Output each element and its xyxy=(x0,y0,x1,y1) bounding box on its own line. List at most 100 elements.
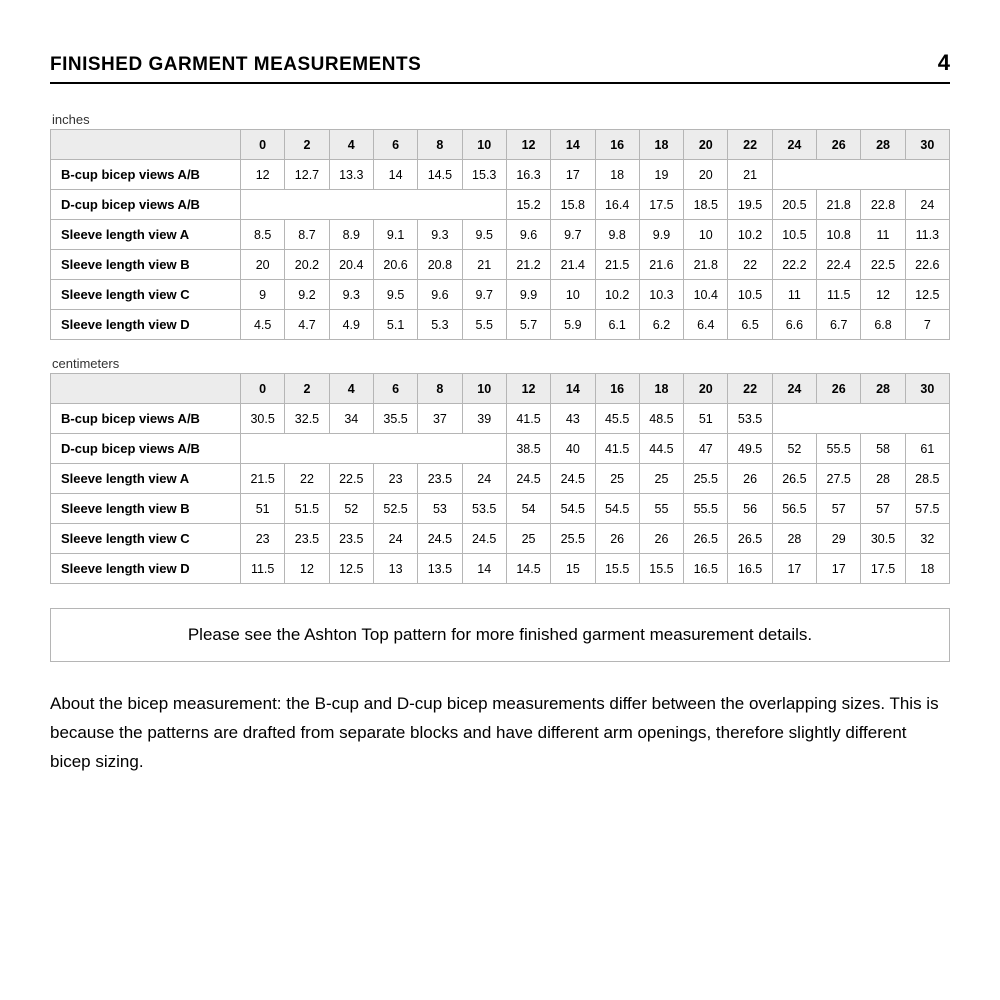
value-cell: 21.5 xyxy=(241,464,285,494)
value-cell: 19.5 xyxy=(728,190,772,220)
value-cell: 11.3 xyxy=(905,220,949,250)
value-cell: 13 xyxy=(373,554,417,584)
value-cell: 9.9 xyxy=(506,280,550,310)
size-header: 18 xyxy=(639,374,683,404)
value-cell: 9.7 xyxy=(551,220,595,250)
value-cell: 9.5 xyxy=(373,280,417,310)
size-header: 24 xyxy=(772,374,816,404)
value-cell: 51.5 xyxy=(285,494,329,524)
value-cell: 21.8 xyxy=(684,250,728,280)
value-cell: 12 xyxy=(241,160,285,190)
value-cell: 23.5 xyxy=(329,524,373,554)
size-header: 0 xyxy=(241,130,285,160)
value-cell: 22.6 xyxy=(905,250,949,280)
value-cell: 28.5 xyxy=(905,464,949,494)
value-cell: 15.5 xyxy=(639,554,683,584)
value-cell: 20.4 xyxy=(329,250,373,280)
size-header: 2 xyxy=(285,374,329,404)
value-cell: 52.5 xyxy=(373,494,417,524)
value-cell: 14 xyxy=(462,554,506,584)
value-cell: 9.2 xyxy=(285,280,329,310)
value-cell: 9.3 xyxy=(418,220,462,250)
row-label: Sleeve length view A xyxy=(51,220,241,250)
body-text: About the bicep measurement: the B-cup a… xyxy=(50,690,950,777)
size-header: 6 xyxy=(373,130,417,160)
value-cell: 22 xyxy=(728,250,772,280)
value-cell: 9.1 xyxy=(373,220,417,250)
value-cell: 9.7 xyxy=(462,280,506,310)
value-cell: 5.3 xyxy=(418,310,462,340)
value-cell: 52 xyxy=(329,494,373,524)
value-cell: 54 xyxy=(506,494,550,524)
value-cell: 11 xyxy=(772,280,816,310)
value-cell: 8.7 xyxy=(285,220,329,250)
empty-cell xyxy=(241,190,507,220)
value-cell: 56 xyxy=(728,494,772,524)
value-cell: 10.3 xyxy=(639,280,683,310)
value-cell: 58 xyxy=(861,434,905,464)
row-label: Sleeve length view D xyxy=(51,310,241,340)
value-cell: 9.6 xyxy=(418,280,462,310)
value-cell: 20.6 xyxy=(373,250,417,280)
table-row: Sleeve length view C2323.523.52424.524.5… xyxy=(51,524,950,554)
value-cell: 8.5 xyxy=(241,220,285,250)
size-header: 0 xyxy=(241,374,285,404)
value-cell: 55.5 xyxy=(684,494,728,524)
size-header: 12 xyxy=(506,130,550,160)
value-cell: 20.8 xyxy=(418,250,462,280)
value-cell: 11 xyxy=(861,220,905,250)
value-cell: 26 xyxy=(595,524,639,554)
size-header: 8 xyxy=(418,374,462,404)
size-header: 8 xyxy=(418,130,462,160)
value-cell: 23.5 xyxy=(418,464,462,494)
value-cell: 26 xyxy=(639,524,683,554)
size-header: 16 xyxy=(595,130,639,160)
size-header: 16 xyxy=(595,374,639,404)
value-cell: 48.5 xyxy=(639,404,683,434)
value-cell: 55 xyxy=(639,494,683,524)
value-cell: 16.5 xyxy=(684,554,728,584)
size-header: 6 xyxy=(373,374,417,404)
size-header: 20 xyxy=(684,374,728,404)
value-cell: 35.5 xyxy=(373,404,417,434)
value-cell: 21 xyxy=(728,160,772,190)
value-cell: 57 xyxy=(817,494,861,524)
value-cell: 18.5 xyxy=(684,190,728,220)
value-cell: 24.5 xyxy=(418,524,462,554)
value-cell: 12 xyxy=(861,280,905,310)
table-row: B-cup bicep views A/B30.532.53435.537394… xyxy=(51,404,950,434)
row-label: Sleeve length view C xyxy=(51,524,241,554)
size-header: 26 xyxy=(817,374,861,404)
value-cell: 22.8 xyxy=(861,190,905,220)
value-cell: 7 xyxy=(905,310,949,340)
size-header: 28 xyxy=(861,374,905,404)
value-cell: 53 xyxy=(418,494,462,524)
value-cell: 29 xyxy=(817,524,861,554)
unit-label-inches: inches xyxy=(50,112,950,127)
value-cell: 12.7 xyxy=(285,160,329,190)
value-cell: 15 xyxy=(551,554,595,584)
value-cell: 6.4 xyxy=(684,310,728,340)
value-cell: 57 xyxy=(861,494,905,524)
size-header: 18 xyxy=(639,130,683,160)
value-cell: 10.2 xyxy=(728,220,772,250)
size-header: 30 xyxy=(905,130,949,160)
value-cell: 22.4 xyxy=(817,250,861,280)
row-label: Sleeve length view B xyxy=(51,250,241,280)
value-cell: 6.8 xyxy=(861,310,905,340)
size-header: 14 xyxy=(551,130,595,160)
value-cell: 16.5 xyxy=(728,554,772,584)
value-cell: 22.2 xyxy=(772,250,816,280)
value-cell: 10.5 xyxy=(772,220,816,250)
value-cell: 22.5 xyxy=(329,464,373,494)
page-number: 4 xyxy=(938,50,950,76)
value-cell: 49.5 xyxy=(728,434,772,464)
value-cell: 17.5 xyxy=(639,190,683,220)
row-label: D-cup bicep views A/B xyxy=(51,434,241,464)
value-cell: 53.5 xyxy=(462,494,506,524)
value-cell: 24 xyxy=(462,464,506,494)
table-row: Sleeve length view C99.29.39.59.69.79.91… xyxy=(51,280,950,310)
value-cell: 21 xyxy=(462,250,506,280)
value-cell: 23 xyxy=(241,524,285,554)
size-header: 10 xyxy=(462,374,506,404)
